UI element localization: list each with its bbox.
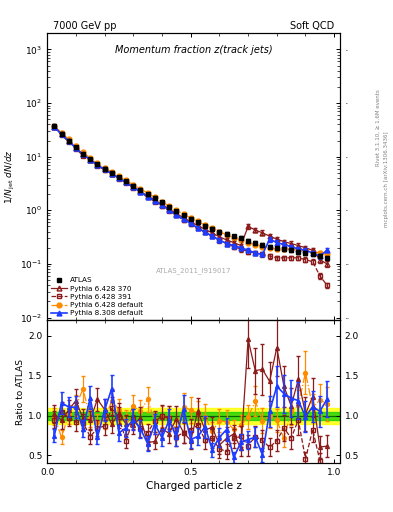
X-axis label: Charged particle z: Charged particle z: [146, 481, 241, 492]
Text: mcplots.cern.ch [arXiv:1306.3436]: mcplots.cern.ch [arXiv:1306.3436]: [384, 132, 389, 227]
Y-axis label: Ratio to ATLAS: Ratio to ATLAS: [16, 359, 25, 424]
Text: Rivet 3.1.10, ≥ 1.6M events: Rivet 3.1.10, ≥ 1.6M events: [375, 90, 380, 166]
Text: 7000 GeV pp: 7000 GeV pp: [53, 20, 116, 31]
Y-axis label: $1/N_\mathrm{jet}\ dN/dz$: $1/N_\mathrm{jet}\ dN/dz$: [4, 149, 17, 204]
Text: Soft QCD: Soft QCD: [290, 20, 334, 31]
Legend: ATLAS, Pythia 6.428 370, Pythia 6.428 391, Pythia 6.428 default, Pythia 8.308 de: ATLAS, Pythia 6.428 370, Pythia 6.428 39…: [51, 278, 143, 316]
Text: ATLAS_2011_I919017: ATLAS_2011_I919017: [156, 267, 231, 274]
Text: Momentum fraction z(track jets): Momentum fraction z(track jets): [115, 45, 272, 55]
